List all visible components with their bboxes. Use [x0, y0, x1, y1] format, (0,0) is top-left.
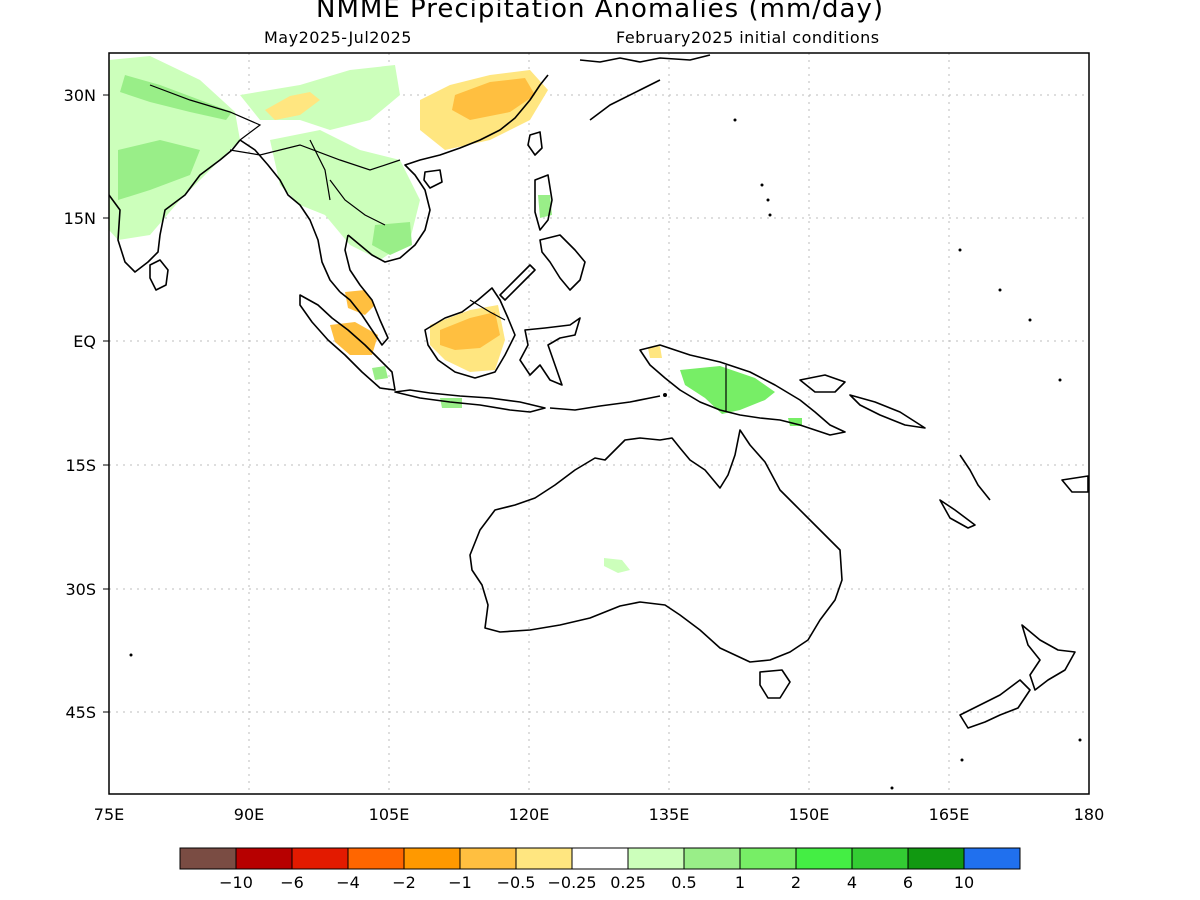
colorbar-label-12: 6	[903, 873, 913, 892]
lon-label-150e: 150E	[789, 805, 830, 824]
colorbar-label-11: 4	[847, 873, 857, 892]
coast-sulawesi	[519, 317, 581, 386]
lon-label-180: 180	[1074, 805, 1105, 824]
coast-malay-peninsula	[339, 234, 389, 346]
coast-sumatra	[299, 294, 396, 391]
colorbar-label-8: 0.5	[671, 873, 696, 892]
coast-nz-south	[959, 679, 1031, 729]
coast-new-caledonia	[939, 499, 976, 529]
colorbar-swatch-3	[347, 847, 405, 870]
lon-label-75e: 75E	[94, 805, 124, 824]
colorbar-label-2: −4	[336, 873, 360, 892]
colorbar-label-1: −6	[280, 873, 304, 892]
colorbar-label-6: −0.25	[547, 873, 596, 892]
lon-label-120e: 120E	[509, 805, 550, 824]
anomaly-wet-tibet	[240, 65, 400, 130]
map-title: NMME Precipitation Anomalies (mm/day)	[316, 0, 884, 24]
coast-new-guinea	[639, 344, 846, 436]
gridlines	[109, 53, 1089, 794]
lat-label-eq: EQ	[73, 332, 96, 351]
colorbar-swatch-12	[851, 847, 909, 870]
coast-solomons	[849, 394, 926, 429]
coast-palawan	[499, 264, 536, 301]
coast-taiwan	[527, 131, 543, 156]
lon-label-135e: 135E	[649, 805, 690, 824]
colorbar-swatch-14	[963, 847, 1021, 870]
lon-label-105e: 105E	[369, 805, 410, 824]
initial-conditions: February2025 initial conditions	[616, 28, 880, 47]
colorbar-swatch-9	[683, 847, 741, 870]
lat-label-30n: 30N	[64, 86, 96, 105]
colorbar-label-10: 2	[791, 873, 801, 892]
coast-java	[394, 389, 546, 413]
anomaly-wet-java	[440, 398, 462, 408]
colorbar-label-0: −10	[219, 873, 253, 892]
colorbar-swatch-10	[739, 847, 797, 870]
latitude-labels: 30N 15N EQ 15S 30S 45S	[64, 86, 96, 722]
lon-label-90e: 90E	[234, 805, 264, 824]
colorbar-swatch-0	[179, 847, 237, 870]
colorbar-label-13: 10	[954, 873, 974, 892]
anomaly-dry-sumatra-north	[345, 290, 375, 315]
anomaly-wet-philippines	[538, 195, 552, 218]
colorbar-swatch-2	[291, 847, 349, 870]
anomaly-wet-new-guinea	[680, 366, 775, 414]
anomaly-dry-borneo-core	[440, 312, 500, 350]
coast-luzon	[534, 174, 553, 231]
anomaly-dry-himalaya	[265, 92, 320, 120]
colorbar-label-7: 0.25	[610, 873, 646, 892]
coast-tasmania	[759, 669, 791, 699]
island-dots	[129, 118, 1082, 790]
colorbar-swatch-5	[459, 847, 517, 870]
colorbar	[179, 847, 1021, 870]
colorbar-label-5: −0.5	[497, 873, 536, 892]
colorbar-label-4: −1	[448, 873, 472, 892]
coast-japan	[579, 54, 711, 63]
longitude-labels: 75E 90E 105E 120E 135E 150E 165E 180	[94, 805, 1105, 824]
coast-lesser-sunda	[549, 395, 661, 411]
colorbar-swatch-7	[571, 847, 629, 870]
anomaly-wet-vietnam	[372, 222, 412, 255]
lon-label-165e: 165E	[929, 805, 970, 824]
anomaly-dry-halmahera	[648, 346, 662, 358]
colorbar-label-3: −2	[392, 873, 416, 892]
coast-sri-lanka	[149, 259, 169, 291]
anomaly-wet-sumatra-tip	[372, 366, 388, 380]
colorbar-labels: −10 −6 −4 −2 −1 −0.5 −0.25 0.25 0.5 1 2 4 6 10	[219, 873, 974, 892]
anomaly-dry-south-china-core	[452, 78, 535, 120]
coast-vanuatu	[959, 454, 991, 501]
lat-label-30s: 30S	[65, 580, 96, 599]
coastlines	[109, 54, 1089, 729]
colorbar-swatch-13	[907, 847, 965, 870]
country-borders	[149, 84, 727, 412]
forecast-period: May2025-Jul2025	[264, 28, 412, 47]
coast-hainan	[423, 169, 443, 189]
coast-visayas	[539, 234, 586, 291]
coast-myanmar	[239, 139, 341, 293]
coast-india	[109, 139, 241, 273]
tick-marks	[103, 94, 109, 713]
lat-label-15n: 15N	[64, 209, 96, 228]
anomaly-wet-himalaya	[120, 75, 232, 120]
colorbar-swatch-1	[235, 847, 293, 870]
coast-new-britain	[799, 374, 846, 393]
colorbar-swatch-6	[515, 847, 573, 870]
colorbar-label-9: 1	[735, 873, 745, 892]
map-frame	[108, 52, 1090, 795]
coast-nz-north	[1021, 624, 1076, 691]
coast-indochina	[347, 74, 549, 263]
colorbar-swatch-4	[403, 847, 461, 870]
colorbar-swatch-8	[627, 847, 685, 870]
anomaly-wet-central-india	[118, 140, 200, 200]
colorbar-swatch-11	[795, 847, 853, 870]
coast-fiji	[1061, 475, 1089, 493]
lat-label-15s: 15S	[65, 456, 96, 475]
anomaly-shading	[109, 56, 802, 573]
anomaly-wet-australia	[604, 558, 630, 573]
lat-label-45s: 45S	[65, 703, 96, 722]
coast-ryukyu	[589, 79, 661, 121]
coast-borneo	[424, 287, 516, 379]
coast-australia	[469, 429, 843, 663]
